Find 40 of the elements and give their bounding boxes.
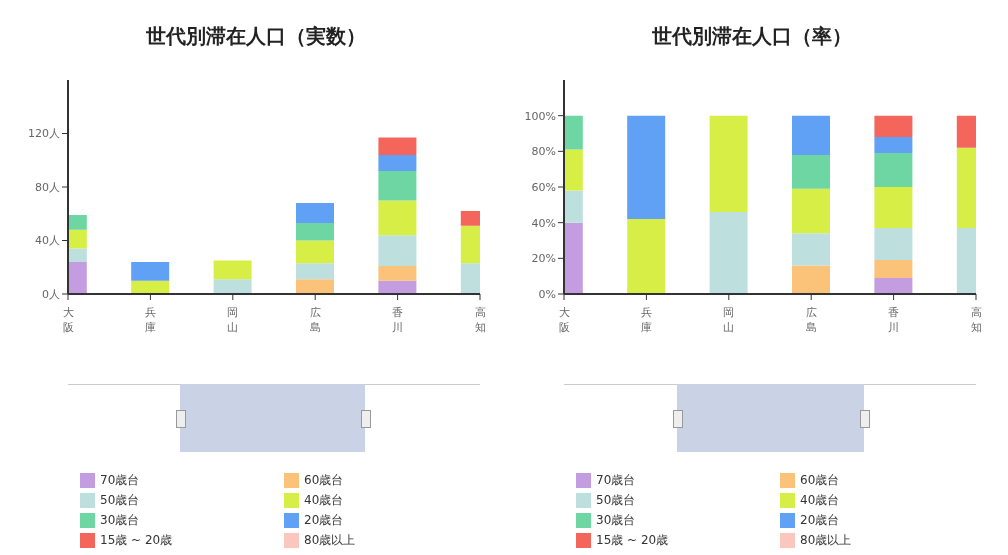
y-tick-label: 100% (524, 109, 556, 123)
x-tick-label: 広島 (309, 306, 321, 334)
chart-title: 世代別滞在人口（実数） (145, 22, 367, 50)
legend-label: 30歳台 (100, 512, 140, 529)
legend-label: 60歳台 (304, 472, 344, 489)
y-tick-label: 40% (531, 216, 556, 230)
legend-label: 50歳台 (100, 492, 140, 509)
x-tick-label: 広島 (805, 306, 817, 334)
x-tick-label: 香川 (888, 306, 900, 334)
legend-label: 20歳台 (800, 512, 840, 529)
x-tick-label: 兵庫 (640, 306, 652, 334)
x-tick-label: 高知 (970, 306, 982, 334)
legend-label: 80歳以上 (800, 532, 852, 549)
y-tick-label: 80人 (35, 180, 60, 194)
x-tick-label: 香川 (392, 306, 404, 334)
x-tick-label: 大阪 (558, 306, 570, 334)
legend-label: 30歳台 (596, 512, 636, 529)
x-tick-label: 兵庫 (144, 306, 156, 334)
y-tick-label: 80% (531, 145, 556, 159)
legend-label: 70歳台 (596, 472, 636, 489)
y-tick-label: 0% (538, 287, 556, 301)
legend-label: 40歳台 (304, 492, 344, 509)
chart-title: 世代別滞在人口（率） (651, 22, 853, 50)
x-tick-label: 大阪 (62, 306, 74, 334)
y-tick-label: 0人 (42, 287, 60, 301)
legend-label: 70歳台 (100, 472, 140, 489)
legend-label: 20歳台 (304, 512, 344, 529)
x-tick-label: 岡山 (723, 306, 735, 334)
x-tick-label: 岡山 (227, 306, 239, 334)
y-tick-label: 60% (531, 180, 556, 194)
legend-label: 40歳台 (800, 492, 840, 509)
legend-label: 15歳 ~ 20歳 (100, 532, 173, 549)
y-tick-label: 20% (531, 252, 556, 266)
x-tick-label: 高知 (474, 306, 486, 334)
legend-label: 15歳 ~ 20歳 (596, 532, 669, 549)
legend-label: 50歳台 (596, 492, 636, 509)
y-tick-label: 40人 (35, 234, 60, 248)
y-tick-label: 120人 (28, 127, 60, 141)
legend-label: 80歳以上 (304, 532, 356, 549)
legend-label: 60歳台 (800, 472, 840, 489)
